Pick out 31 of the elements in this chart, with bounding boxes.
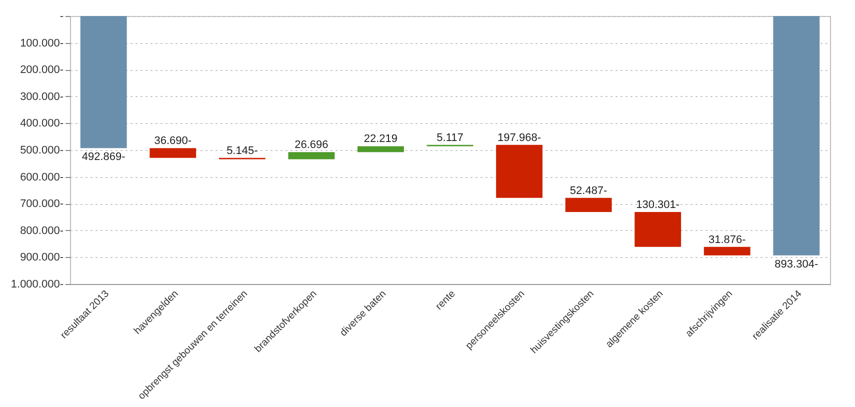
data-label: 130.301-	[636, 198, 680, 211]
data-label: 5.117	[436, 132, 464, 144]
y-tick-label: 900.000-	[20, 252, 64, 264]
y-tick-label: 700.000-	[20, 198, 64, 210]
bar	[773, 16, 820, 256]
data-label: 5.145-	[226, 144, 258, 157]
bar	[150, 148, 196, 158]
bar	[358, 146, 404, 152]
bar	[496, 144, 542, 198]
y-tick-label: -	[60, 10, 64, 22]
y-tick-label: 500.000-	[20, 144, 64, 156]
data-label: 36.690-	[154, 135, 192, 148]
bar	[704, 246, 750, 256]
y-tick-label: 100.000-	[20, 37, 64, 50]
bar	[288, 152, 335, 160]
data-label: 31.876-	[708, 234, 746, 246]
data-label: 22.219	[364, 133, 398, 146]
y-tick-label: 600.000-	[20, 171, 64, 184]
y-tick-label: 800.000-	[20, 224, 64, 237]
bar	[634, 212, 682, 247]
data-label: 26.696	[294, 139, 328, 152]
y-tick-label: 400.000-	[20, 118, 64, 130]
y-tick-label: 200.000-	[20, 64, 64, 76]
bar	[80, 16, 127, 148]
data-label: 52.487-	[570, 184, 608, 197]
y-tick-label: 1.000.000-	[10, 278, 64, 290]
bar	[565, 198, 612, 212]
y-tick-label: 300.000-	[20, 90, 64, 103]
data-label: 893.304-	[774, 258, 818, 270]
data-label: 492.869-	[82, 151, 126, 164]
data-label: 197.968-	[498, 132, 542, 144]
